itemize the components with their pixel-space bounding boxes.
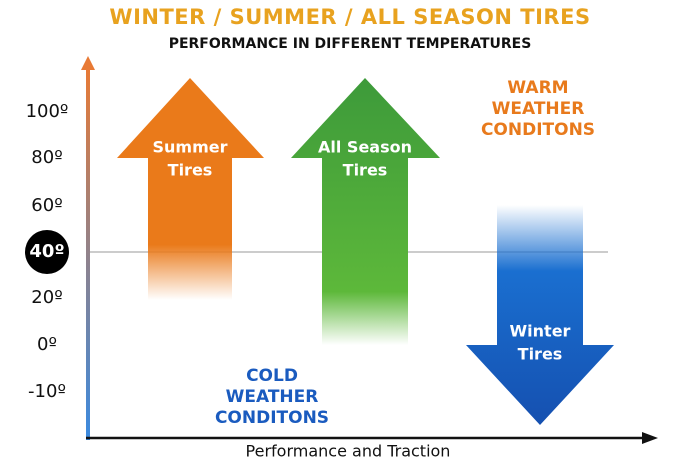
- arrow-label: Tires: [518, 345, 563, 364]
- cold-annotation: COLD: [246, 366, 298, 386]
- warm-annotation: WEATHER: [492, 99, 585, 119]
- cold-annotation: WEATHER: [226, 387, 319, 407]
- y-label: 60º: [31, 195, 62, 216]
- warm-annotation: CONDITONS: [481, 120, 595, 140]
- warm-annotation: WARM: [507, 78, 568, 98]
- arrow-label: Tires: [343, 161, 388, 180]
- all-season-arrow: [291, 78, 440, 345]
- highlight-circle: [25, 230, 69, 274]
- winter-arrow: [466, 205, 614, 425]
- y-label: 20º: [31, 287, 62, 308]
- y-label: 80º: [31, 147, 62, 168]
- subtitle: PERFORMANCE IN DIFFERENT TEMPERATURES: [169, 36, 532, 52]
- x-axis-label: Performance and Traction: [246, 442, 451, 461]
- arrow-label: Summer: [153, 138, 228, 157]
- arrow-label: All Season: [318, 138, 412, 157]
- arrow-label: Tires: [168, 161, 213, 180]
- y-label: 100º: [26, 101, 69, 122]
- y-label: -10º: [28, 381, 66, 402]
- y-label: 40º: [29, 241, 64, 262]
- summer-arrow: [117, 78, 264, 300]
- cold-annotation: CONDITONS: [215, 408, 329, 428]
- title: WINTER / SUMMER / ALL SEASON TIRES: [109, 5, 590, 29]
- x-axis-arrow: [642, 432, 658, 444]
- y-label: 0º: [37, 334, 57, 355]
- y-axis: [86, 68, 90, 440]
- arrow-label: Winter: [510, 322, 571, 341]
- text-labels: Summer Tires All Season Tires Winter Tires WAR…: [153, 78, 596, 428]
- y-axis-arrow: [81, 56, 95, 70]
- y-labels: 100º 80º 60º 40º 20º 0º -10º: [26, 101, 69, 402]
